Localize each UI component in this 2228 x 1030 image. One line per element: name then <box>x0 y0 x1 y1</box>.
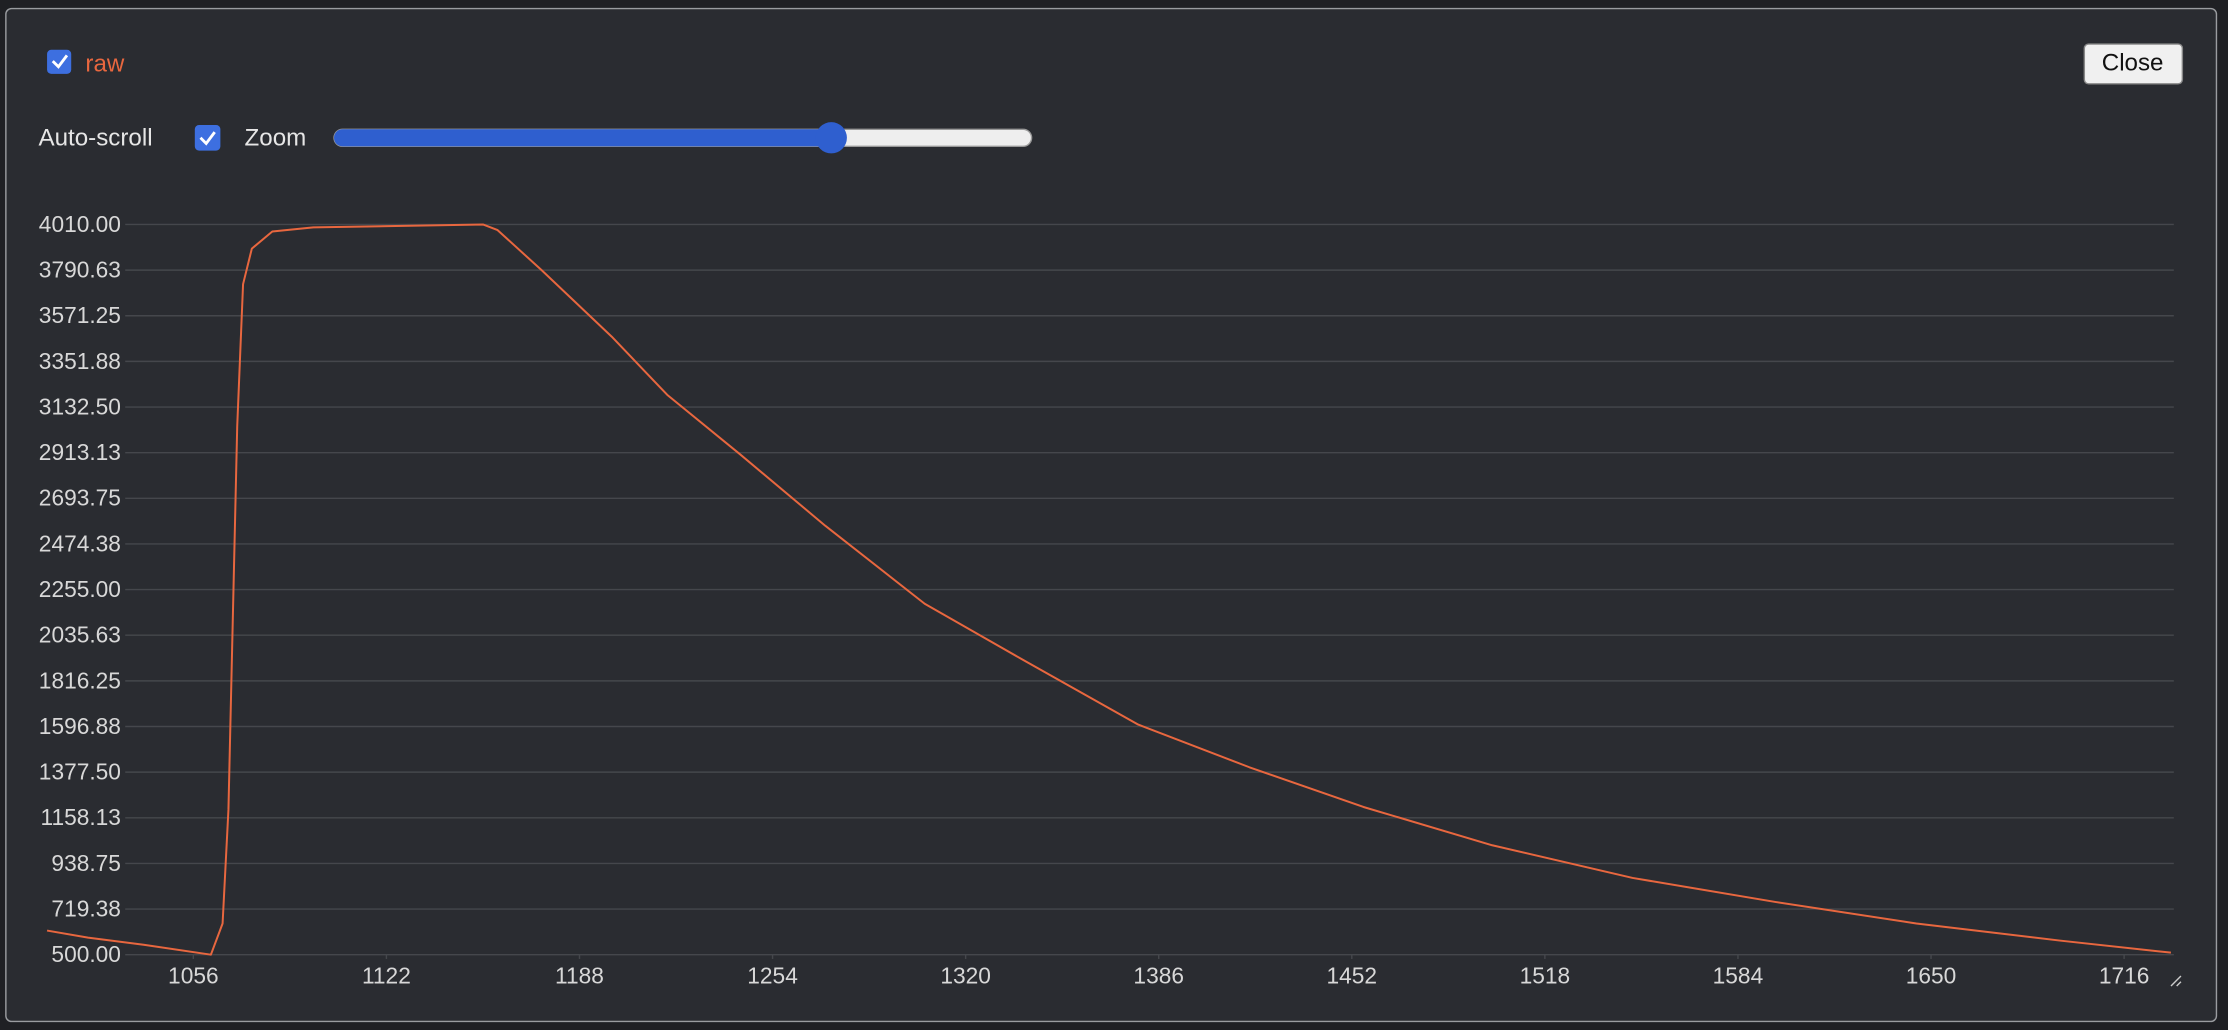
legend-label[interactable]: raw <box>85 51 124 78</box>
y-tick-label: 719.38 <box>51 895 121 921</box>
x-tick-label: 1452 <box>1327 962 1378 988</box>
x-tick-label: 1254 <box>747 962 798 988</box>
x-tick-label: 1320 <box>940 962 991 988</box>
y-tick-label: 3571.25 <box>39 302 121 328</box>
zoom-fill <box>334 129 832 147</box>
resize-handle <box>2170 975 2182 987</box>
y-tick-label: 3132.50 <box>39 393 121 419</box>
auto-scroll-checkbox[interactable] <box>194 125 221 151</box>
x-tick-label: 1650 <box>1906 962 1957 988</box>
y-tick-label: 3351.88 <box>39 348 121 374</box>
zoom-thumb[interactable] <box>815 122 847 154</box>
close-label[interactable]: Close <box>2102 49 2164 76</box>
x-tick-label: 1518 <box>1520 962 1571 988</box>
y-tick-label: 2035.63 <box>39 622 121 648</box>
x-tick-label: 1056 <box>168 962 219 988</box>
zoom-label: Zoom <box>245 125 307 152</box>
x-tick-label: 1386 <box>1133 962 1184 988</box>
x-tick-label: 1584 <box>1713 962 1764 988</box>
y-tick-label: 4010.00 <box>39 211 121 237</box>
auto-scroll-label: Auto-scroll <box>39 125 153 152</box>
x-tick-label: 1188 <box>555 962 604 988</box>
close-button[interactable] <box>2083 43 2184 85</box>
y-tick-label: 2255.00 <box>39 576 121 602</box>
y-tick-label: 2474.38 <box>39 530 121 556</box>
y-tick-label: 2693.75 <box>39 485 121 511</box>
panel-frame <box>5 7 2218 1023</box>
y-tick-label: 1816.25 <box>39 667 121 693</box>
y-tick-label: 1377.50 <box>39 759 121 785</box>
series-checkbox[interactable] <box>47 49 72 74</box>
y-tick-label: 3790.63 <box>39 257 121 283</box>
y-tick-label: 500.00 <box>51 941 121 967</box>
data-line <box>46 223 2172 956</box>
y-tick-label: 1158.13 <box>41 804 121 830</box>
y-tick-label: 2913.13 <box>39 439 121 465</box>
check-icon <box>51 54 69 69</box>
check-icon <box>199 131 216 146</box>
x-tick-label: 1716 <box>2099 962 2150 988</box>
y-tick-label: 1596.88 <box>39 713 121 739</box>
x-tick-label: 1122 <box>362 962 411 988</box>
y-tick-label: 938.75 <box>51 850 121 876</box>
